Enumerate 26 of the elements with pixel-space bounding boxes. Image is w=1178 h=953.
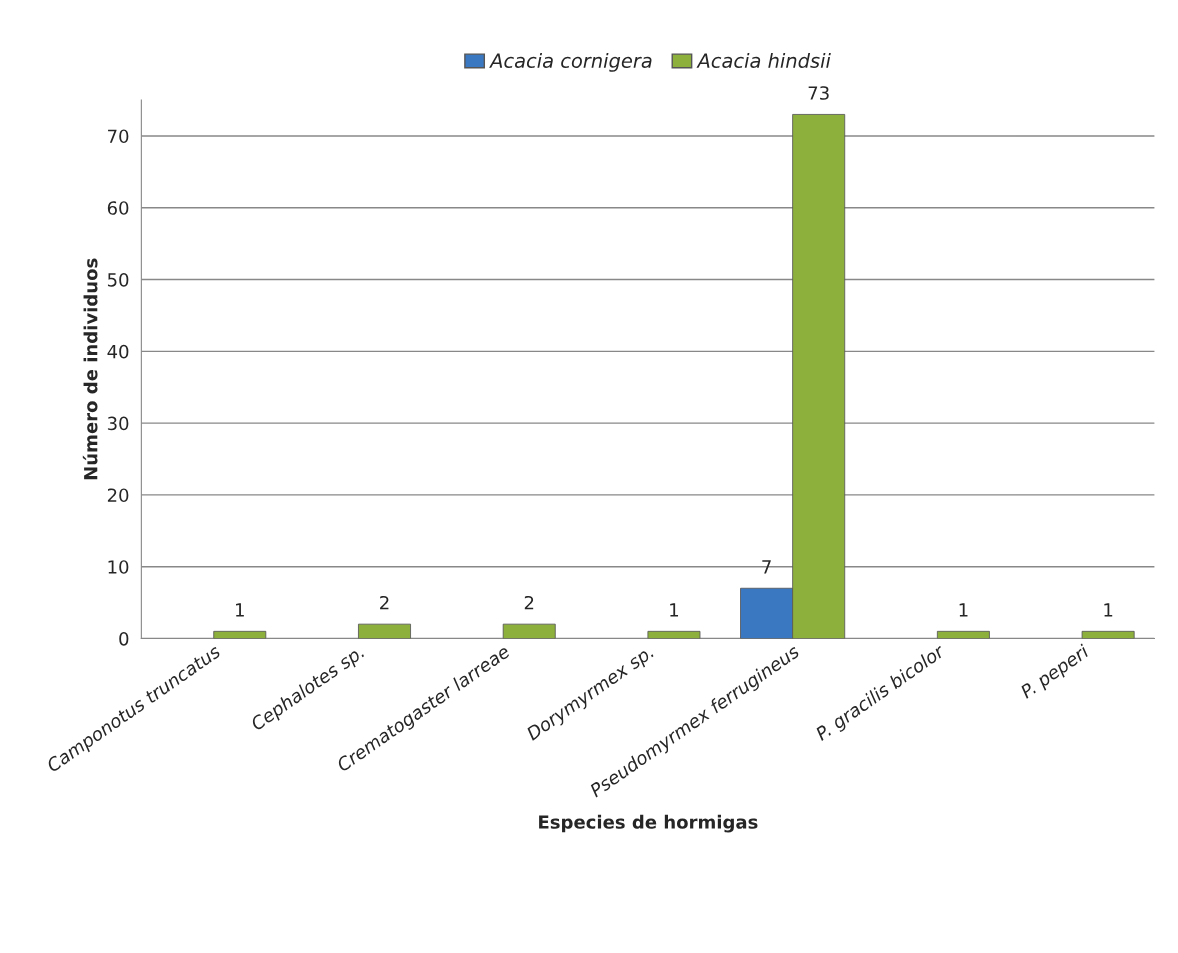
data-label: 2 [524, 595, 534, 610]
y-tick-label: 60 [107, 201, 129, 215]
y-tick-label: 70 [108, 129, 129, 144]
bar [213, 630, 267, 639]
bar [936, 630, 990, 639]
bar [358, 623, 411, 639]
bar [647, 630, 701, 639]
data-label: 1 [670, 603, 679, 617]
bar [502, 623, 556, 639]
bar [1081, 630, 1135, 639]
y-tick-label: 0 [119, 631, 129, 646]
legend-label: Acacia cornigera [489, 52, 652, 72]
data-label: 2 [380, 595, 389, 610]
y-tick-label: 20 [107, 488, 129, 503]
x-axis-title: Especies de hormigas [539, 814, 758, 833]
y-tick-label: 30 [107, 416, 129, 431]
data-label: 7 [762, 560, 771, 574]
data-label: 1 [1104, 603, 1113, 617]
data-label: 1 [959, 603, 968, 617]
data-label: 73 [808, 86, 829, 100]
y-axis-title: Número de individuos [82, 258, 98, 480]
y-tick-label: 50 [107, 273, 129, 287]
data-label: 1 [236, 603, 244, 617]
legend-label: Acacia hindsii [696, 52, 831, 69]
y-tick-label: 40 [107, 344, 129, 359]
y-tick-label: 10 [108, 560, 129, 574]
